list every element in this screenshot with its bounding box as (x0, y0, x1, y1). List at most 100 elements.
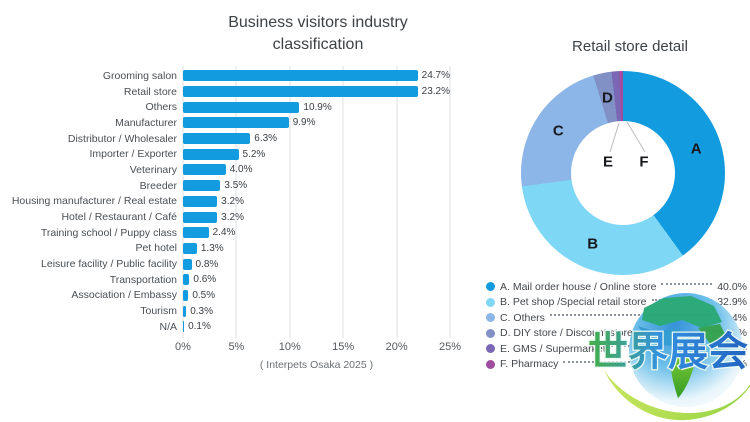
bar-row: Retail store 23.2% (5, 84, 450, 100)
bar-row: Housing manufacturer / Real estate 3.2% (5, 194, 450, 210)
bar (183, 321, 185, 333)
slice-letter-b: B (587, 235, 599, 253)
bar-chart-x-axis: 0% 5% 10% 15% 20% 25% (175, 341, 461, 355)
bar-track: 23.2% (183, 86, 450, 98)
bar (183, 70, 418, 82)
bar-row: N/A 0.1% (5, 319, 450, 335)
watermark-logo: 世界展会 (586, 286, 750, 422)
bar-category-label: Tourism (140, 305, 177, 318)
bar-row: Association / Embassy 0.5% (5, 288, 450, 304)
legend-color-dot (486, 297, 495, 307)
bar (183, 274, 190, 286)
legend-label: E. GMS / Supermarket (500, 342, 606, 355)
bar-category-label: Transportation (109, 273, 177, 286)
legend-color-dot (486, 282, 495, 292)
bar-track: 10.9% (183, 101, 450, 113)
legend-color-dot (486, 328, 495, 338)
legend-row: A. Mail order house / Online store 40.0% (486, 279, 747, 295)
bar-category-label: Hotel / Restaurant / Café (61, 211, 177, 224)
slice-letter-a: A (690, 140, 702, 158)
legend-value: 40.0% (717, 280, 747, 293)
bar-track: 0.5% (183, 289, 450, 301)
donut-chart-title: Retail store detail (572, 38, 688, 55)
bar-row: Importer / Exporter 5.2% (5, 146, 450, 162)
bar-value-label: 6.3% (254, 133, 278, 145)
bar-track: 3.5% (183, 180, 450, 192)
bar-row: Grooming salon 24.7% (5, 68, 450, 84)
bar-track: 4.0% (183, 164, 450, 176)
bar-category-label: Leisure facility / Public facility (41, 258, 177, 271)
bar (183, 133, 251, 145)
legend-label: B. Pet shop /Special retail store (500, 296, 647, 309)
bar (183, 117, 289, 129)
bar-category-label: Distributor / Wholesaler (67, 132, 177, 145)
bar-row: Pet hotel 1.3% (5, 241, 450, 257)
bar-value-label: 24.7% (421, 70, 450, 82)
gridline (396, 66, 398, 338)
bar-row: Hotel / Restaurant / Café 3.2% (5, 209, 450, 225)
gridline (289, 66, 291, 338)
x-axis-tick-label: 5% (228, 341, 245, 353)
legend-dotted-leader (661, 283, 713, 286)
bar-track: 3.2% (183, 211, 450, 223)
legend-label: A. Mail order house / Online store (500, 280, 657, 293)
bar-value-label: 5.2% (242, 148, 266, 160)
bar-track: 0.3% (183, 305, 450, 317)
bar-category-label: Grooming salon (102, 69, 177, 82)
watermark-text: 世界展会 (588, 329, 748, 375)
bar-category-label: Association / Embassy (71, 289, 177, 302)
bar-category-label: Training school / Puppy class (40, 226, 177, 239)
donut-leader-lines (609, 121, 646, 153)
bar-track: 5.2% (183, 148, 450, 160)
bar-category-label: Veterinary (129, 163, 177, 176)
bar-row: Veterinary 4.0% (5, 162, 450, 178)
bar-row: Others 10.9% (5, 99, 450, 115)
bar-track: 0.1% (183, 321, 450, 333)
bar-value-label: 9.9% (292, 117, 316, 129)
bar (183, 211, 218, 223)
legend-color-dot (486, 359, 495, 369)
bar (183, 86, 418, 98)
bar (183, 305, 187, 317)
bar-chart-title: Business visitors industry classificatio… (228, 14, 408, 53)
bar-value-label: 23.2% (421, 86, 450, 98)
bar-value-label: 3.2% (221, 195, 244, 207)
legend-value: 32.9% (717, 296, 747, 309)
bar (183, 164, 226, 176)
slice-letter-d: D (601, 89, 613, 107)
bar-value-label: 1.3% (200, 242, 224, 254)
legend-label: D. DIY store / Discount store (500, 327, 633, 340)
globe-icon (604, 293, 750, 421)
bar (183, 148, 239, 160)
bar-value-label: 3.5% (224, 180, 248, 192)
bar-value-label: 0.3% (190, 305, 213, 317)
x-axis-tick-label: 15% (332, 341, 355, 353)
bar-value-label: 10.9% (303, 101, 332, 113)
bar-category-label: Housing manufacturer / Real estate (11, 195, 177, 208)
slice-letter-f: F (639, 153, 649, 171)
x-axis-tick-label: 0% (175, 341, 191, 353)
x-axis-tick-label: 20% (385, 341, 408, 353)
bar-row: Manufacturer 9.9% (5, 115, 450, 131)
bar-category-label: Importer / Exporter (89, 148, 177, 161)
bar-track: 9.9% (183, 117, 450, 129)
slice-letter-c: C (552, 122, 564, 140)
gridline (235, 66, 237, 338)
donut-hole (571, 121, 675, 225)
bar-value-label: 4.0% (229, 164, 253, 176)
bar-track: 2.4% (183, 227, 450, 239)
x-axis-tick-label: 25% (438, 341, 462, 353)
x-axis-tick-label: 10% (278, 341, 301, 353)
slice-letter-e: E (602, 153, 614, 171)
bar-row: Leisure facility / Public facility 0.8% (5, 256, 450, 272)
bar-value-label: 0.1% (188, 321, 211, 333)
legend-color-dot (486, 344, 495, 354)
bar-value-label: 2.4% (212, 227, 236, 239)
bar-track: 0.8% (183, 258, 450, 270)
bar (183, 180, 221, 192)
bar-track: 6.3% (183, 133, 450, 145)
bar-category-label: Manufacturer (115, 116, 177, 129)
legend-dotted-leader (549, 314, 713, 317)
bar-track: 1.3% (183, 242, 450, 254)
